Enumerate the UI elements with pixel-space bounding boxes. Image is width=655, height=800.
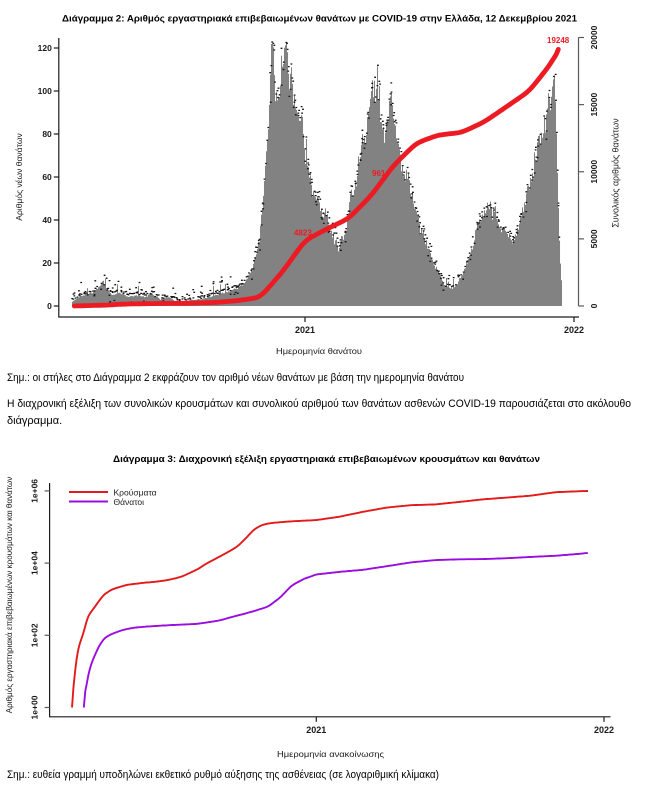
svg-text:20: 20 [42, 258, 52, 268]
svg-text:2022: 2022 [594, 725, 614, 735]
svg-text:2022: 2022 [564, 325, 584, 335]
svg-text:60: 60 [42, 172, 52, 182]
svg-text:Ημερομηνία ανακοίνωσης: Ημερομηνία ανακοίνωσης [277, 749, 384, 759]
svg-text:10000: 10000 [589, 160, 599, 184]
svg-text:9614: 9614 [372, 169, 390, 178]
svg-text:40: 40 [42, 215, 52, 225]
svg-text:Θάνατοι: Θάνατοι [114, 497, 145, 507]
svg-text:Ημερομηνία θανάτου: Ημερομηνία θανάτου [276, 346, 362, 356]
svg-text:Κρούσματα: Κρούσματα [114, 488, 157, 498]
svg-text:1e+02: 1e+02 [29, 623, 39, 647]
svg-text:Σημ.: οι στήλες στο Διάγραμμα: Σημ.: οι στήλες στο Διάγραμμα 2 εκφράζου… [7, 372, 464, 384]
svg-text:1e+06: 1e+06 [29, 479, 39, 503]
svg-text:1e+04: 1e+04 [29, 551, 39, 575]
svg-text:Διάγραμμα 3: Διαχρονική εξέλιξ: Διάγραμμα 3: Διαχρονική εξέλιξη εργαστηρ… [113, 454, 540, 465]
svg-text:Η διαχρονική εξέλιξη των συνολ: Η διαχρονική εξέλιξη των συνολικών κρουσ… [7, 398, 631, 410]
svg-text:Συνολικός αριθμός θανάτων: Συνολικός αριθμός θανάτων [611, 118, 621, 228]
svg-text:Αριθμός νέων θανάτων: Αριθμός νέων θανάτων [14, 133, 24, 220]
svg-text:5000: 5000 [589, 229, 599, 248]
svg-text:2021: 2021 [306, 725, 326, 735]
svg-text:διάγραμμα.: διάγραμμα. [7, 415, 62, 427]
svg-text:0: 0 [589, 303, 599, 308]
svg-text:Διάγραμμα 2: Αριθμός εργαστηρι: Διάγραμμα 2: Αριθμός εργαστηριακά επιβεβ… [62, 14, 578, 25]
svg-text:0: 0 [47, 301, 52, 311]
svg-text:Σημ.: ευθεία γραμμή υποδηλώνει: Σημ.: ευθεία γραμμή υποδηλώνει εκθετικό … [7, 769, 439, 781]
svg-text:19248: 19248 [547, 36, 570, 45]
svg-text:15000: 15000 [589, 93, 599, 117]
svg-text:80: 80 [42, 129, 52, 139]
svg-text:20000: 20000 [589, 25, 599, 49]
svg-text:4823: 4823 [294, 229, 312, 238]
svg-text:2021: 2021 [295, 325, 315, 335]
svg-text:1e+00: 1e+00 [29, 695, 39, 719]
svg-text:Αριθμός εργαστηριακά επιβεβαιω: Αριθμός εργαστηριακά επιβεβαιωμένων κρου… [5, 477, 14, 714]
svg-text:120: 120 [38, 43, 52, 53]
svg-text:100: 100 [38, 86, 52, 96]
